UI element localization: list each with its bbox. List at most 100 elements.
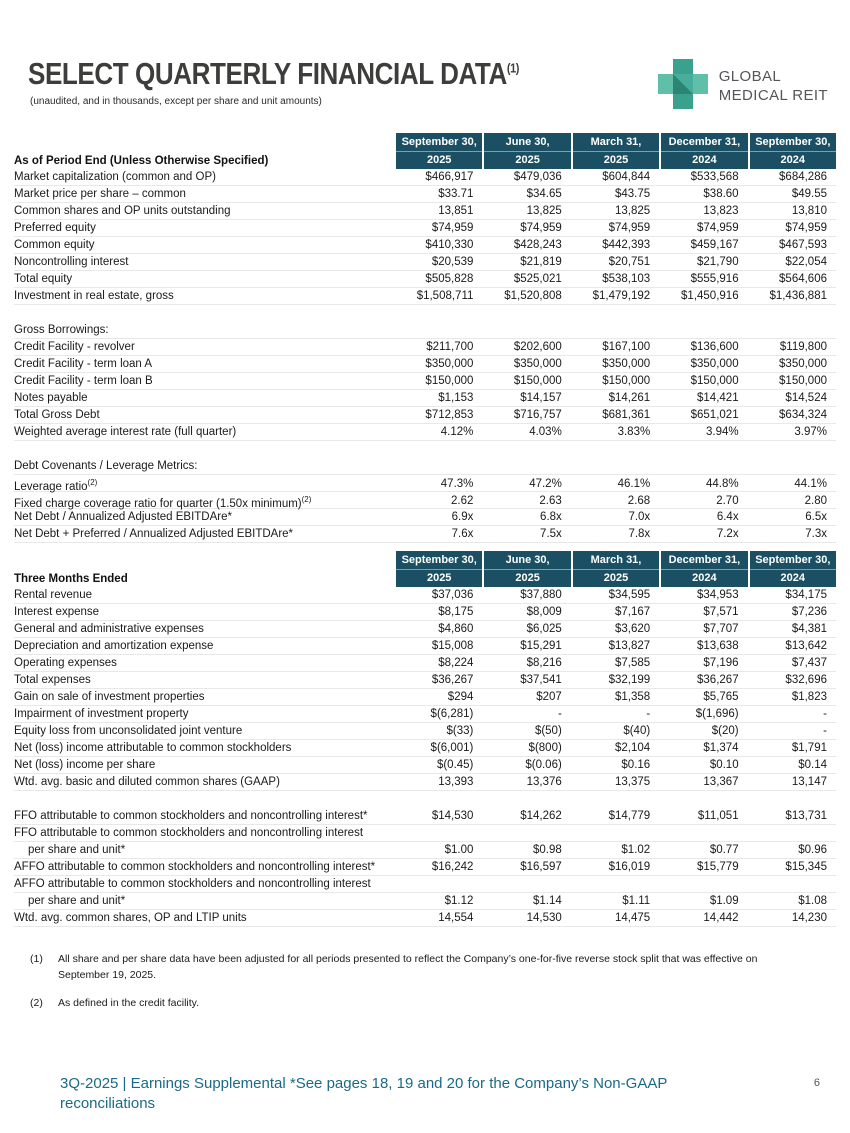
title-footnote-marker: (1) — [506, 60, 520, 76]
cell-value: $14,261 — [608, 391, 651, 404]
cell-value: $34,953 — [697, 588, 739, 601]
row-label-text: Total equity — [14, 272, 73, 285]
column-header-year: 2025 — [603, 572, 629, 584]
cell-value: $564,606 — [779, 272, 827, 285]
row-label: Common shares and OP units outstanding — [14, 204, 394, 219]
row-label: Leverage ratio(2) — [14, 475, 394, 495]
row-label: Debt Covenants / Leverage Metrics: — [14, 459, 394, 474]
row-label: Gain on sale of investment properties — [14, 690, 394, 705]
cell-value: $32,696 — [785, 673, 827, 686]
cell-value: $1.00 — [444, 843, 474, 856]
row-label: Common equity — [14, 238, 394, 253]
cell-value: $8,224 — [438, 656, 474, 669]
cell-value: $(800) — [528, 741, 562, 754]
column-header: September 30, 2024 — [747, 551, 836, 587]
table-row: Net Debt + Preferred / Annualized Adjust… — [14, 526, 836, 543]
cell-value: $14,530 — [431, 809, 474, 822]
table-row: Common equity $410,330 $428,243 $442,393 $45… — [14, 237, 836, 254]
row-label: AFFO attributable to common stockholders… — [14, 860, 394, 875]
cell-value: $525,021 — [513, 272, 562, 285]
row-label-text: Common equity — [14, 238, 95, 251]
cell-value: 6.5x — [805, 510, 827, 523]
cell-value: 13,147 — [791, 775, 827, 788]
cell-value: - — [823, 707, 827, 720]
table-row: Rental revenue $37,036 $37,880 $34,595 $34,9… — [14, 587, 836, 604]
cell-value: 44.1% — [794, 478, 827, 491]
row-label-text: per share and unit* — [28, 843, 126, 856]
row-label-text: Operating expenses — [14, 656, 117, 669]
column-header-date: September 30, — [749, 551, 836, 570]
row-label: AFFO attributable to common stockholders… — [14, 877, 394, 892]
page-number: 6 — [813, 1077, 820, 1089]
cell-value: $604,844 — [602, 170, 651, 183]
cell-value: $442,393 — [602, 238, 651, 251]
row-label-text: Total Gross Debt — [14, 408, 100, 421]
cell-value: $207 — [536, 690, 562, 703]
cell-value: 3.83% — [617, 425, 651, 438]
table-row: General and administrative expenses $4,86… — [14, 621, 836, 638]
cell-value: $505,828 — [425, 272, 474, 285]
row-label-footnote-marker: (2) — [301, 495, 312, 504]
row-label: Net (loss) income attributable to common… — [14, 741, 394, 756]
cell-value: 6.4x — [716, 510, 739, 523]
cell-value: $13,731 — [785, 809, 827, 822]
cell-value: $13,827 — [608, 639, 651, 652]
cell-value: $7,707 — [703, 622, 739, 635]
table-row: Total Gross Debt $712,853 $716,757 $681,361… — [14, 407, 836, 424]
table-row: Net (loss) income attributable to common… — [14, 740, 836, 757]
column-header-year: 2024 — [692, 572, 717, 584]
footnotes: (1) All share and per share data have be… — [30, 952, 796, 1023]
row-label: Net (loss) income per share — [14, 758, 394, 773]
period-end-table: As of Period End (Unless Otherwise Speci… — [14, 133, 836, 543]
cell-value: 7.6x — [451, 527, 474, 540]
table-corner-label: As of Period End (Unless Otherwise Speci… — [14, 155, 269, 167]
footer-line1: 3Q-2025 | Earnings Supplemental *See pag… — [60, 1075, 668, 1092]
cell-value: 3.94% — [705, 425, 739, 438]
row-label: Credit Facility - term loan A — [14, 357, 394, 372]
cell-value: $467,593 — [779, 238, 827, 251]
column-header: September 30, 2025 — [394, 133, 483, 169]
column-header-date: December 31, — [661, 551, 748, 570]
cell-value: $1,479,192 — [592, 289, 651, 302]
page-subtitle: (unaudited, and in thousands, except per… — [30, 96, 322, 107]
cell-value: $150,000 — [513, 374, 562, 387]
page-title-text: SELECT QUARTERLY FINANCIAL DATA — [28, 56, 507, 91]
cell-value: 7.3x — [805, 527, 827, 540]
row-label: Investment in real estate, gross — [14, 289, 394, 304]
cell-value: 13,823 — [703, 204, 739, 217]
cell-value: $3,620 — [615, 622, 651, 635]
cell-value: $651,021 — [690, 408, 739, 421]
row-label: Notes payable — [14, 391, 394, 406]
cell-value: 7.8x — [628, 527, 651, 540]
table-row: FFO attributable to common stockholders … — [14, 808, 836, 825]
cell-value: - — [646, 707, 651, 720]
row-label-text: Net Debt / Annualized Adjusted EBITDAre* — [14, 510, 232, 523]
row-label-text: Equity loss from unconsolidated joint ve… — [14, 724, 243, 737]
table-row: Market price per share – common $33.71 $34… — [14, 186, 836, 203]
cell-value: $350,000 — [513, 357, 562, 370]
row-label: Equity loss from unconsolidated joint ve… — [14, 724, 394, 739]
table-row: Common shares and OP units outstanding 13… — [14, 203, 836, 220]
cell-value: $15,291 — [520, 639, 562, 652]
footer-line2: reconciliations — [60, 1095, 156, 1113]
column-header-date: June 30, — [484, 551, 571, 570]
table-row: Preferred equity $74,959 $74,959 $74,959 $74… — [14, 220, 836, 237]
cell-value: $34.65 — [526, 187, 562, 200]
table-body: Market capitalization (common and OP) $46… — [14, 169, 836, 543]
cell-value: $1.14 — [533, 894, 562, 907]
row-label: Net Debt / Annualized Adjusted EBITDAre* — [14, 510, 394, 525]
cell-value: $634,324 — [779, 408, 827, 421]
row-label: Rental revenue — [14, 588, 394, 603]
row-label: per share and unit* — [14, 894, 394, 909]
cell-value: 13,367 — [703, 775, 739, 788]
row-label-text: Wtd. avg. common shares, OP and LTIP uni… — [14, 911, 247, 924]
cell-value: $1,520,808 — [504, 289, 562, 302]
row-label-text: Total expenses — [14, 673, 91, 686]
cell-value: $(0.45) — [436, 758, 474, 771]
cell-value: $4,381 — [791, 622, 827, 635]
row-label-text: Net (loss) income per share — [14, 758, 156, 771]
cell-value: $350,000 — [602, 357, 651, 370]
cell-value: 6.8x — [540, 510, 562, 523]
row-label-text: Notes payable — [14, 391, 88, 404]
row-label-text: Wtd. avg. basic and diluted common share… — [14, 775, 280, 788]
